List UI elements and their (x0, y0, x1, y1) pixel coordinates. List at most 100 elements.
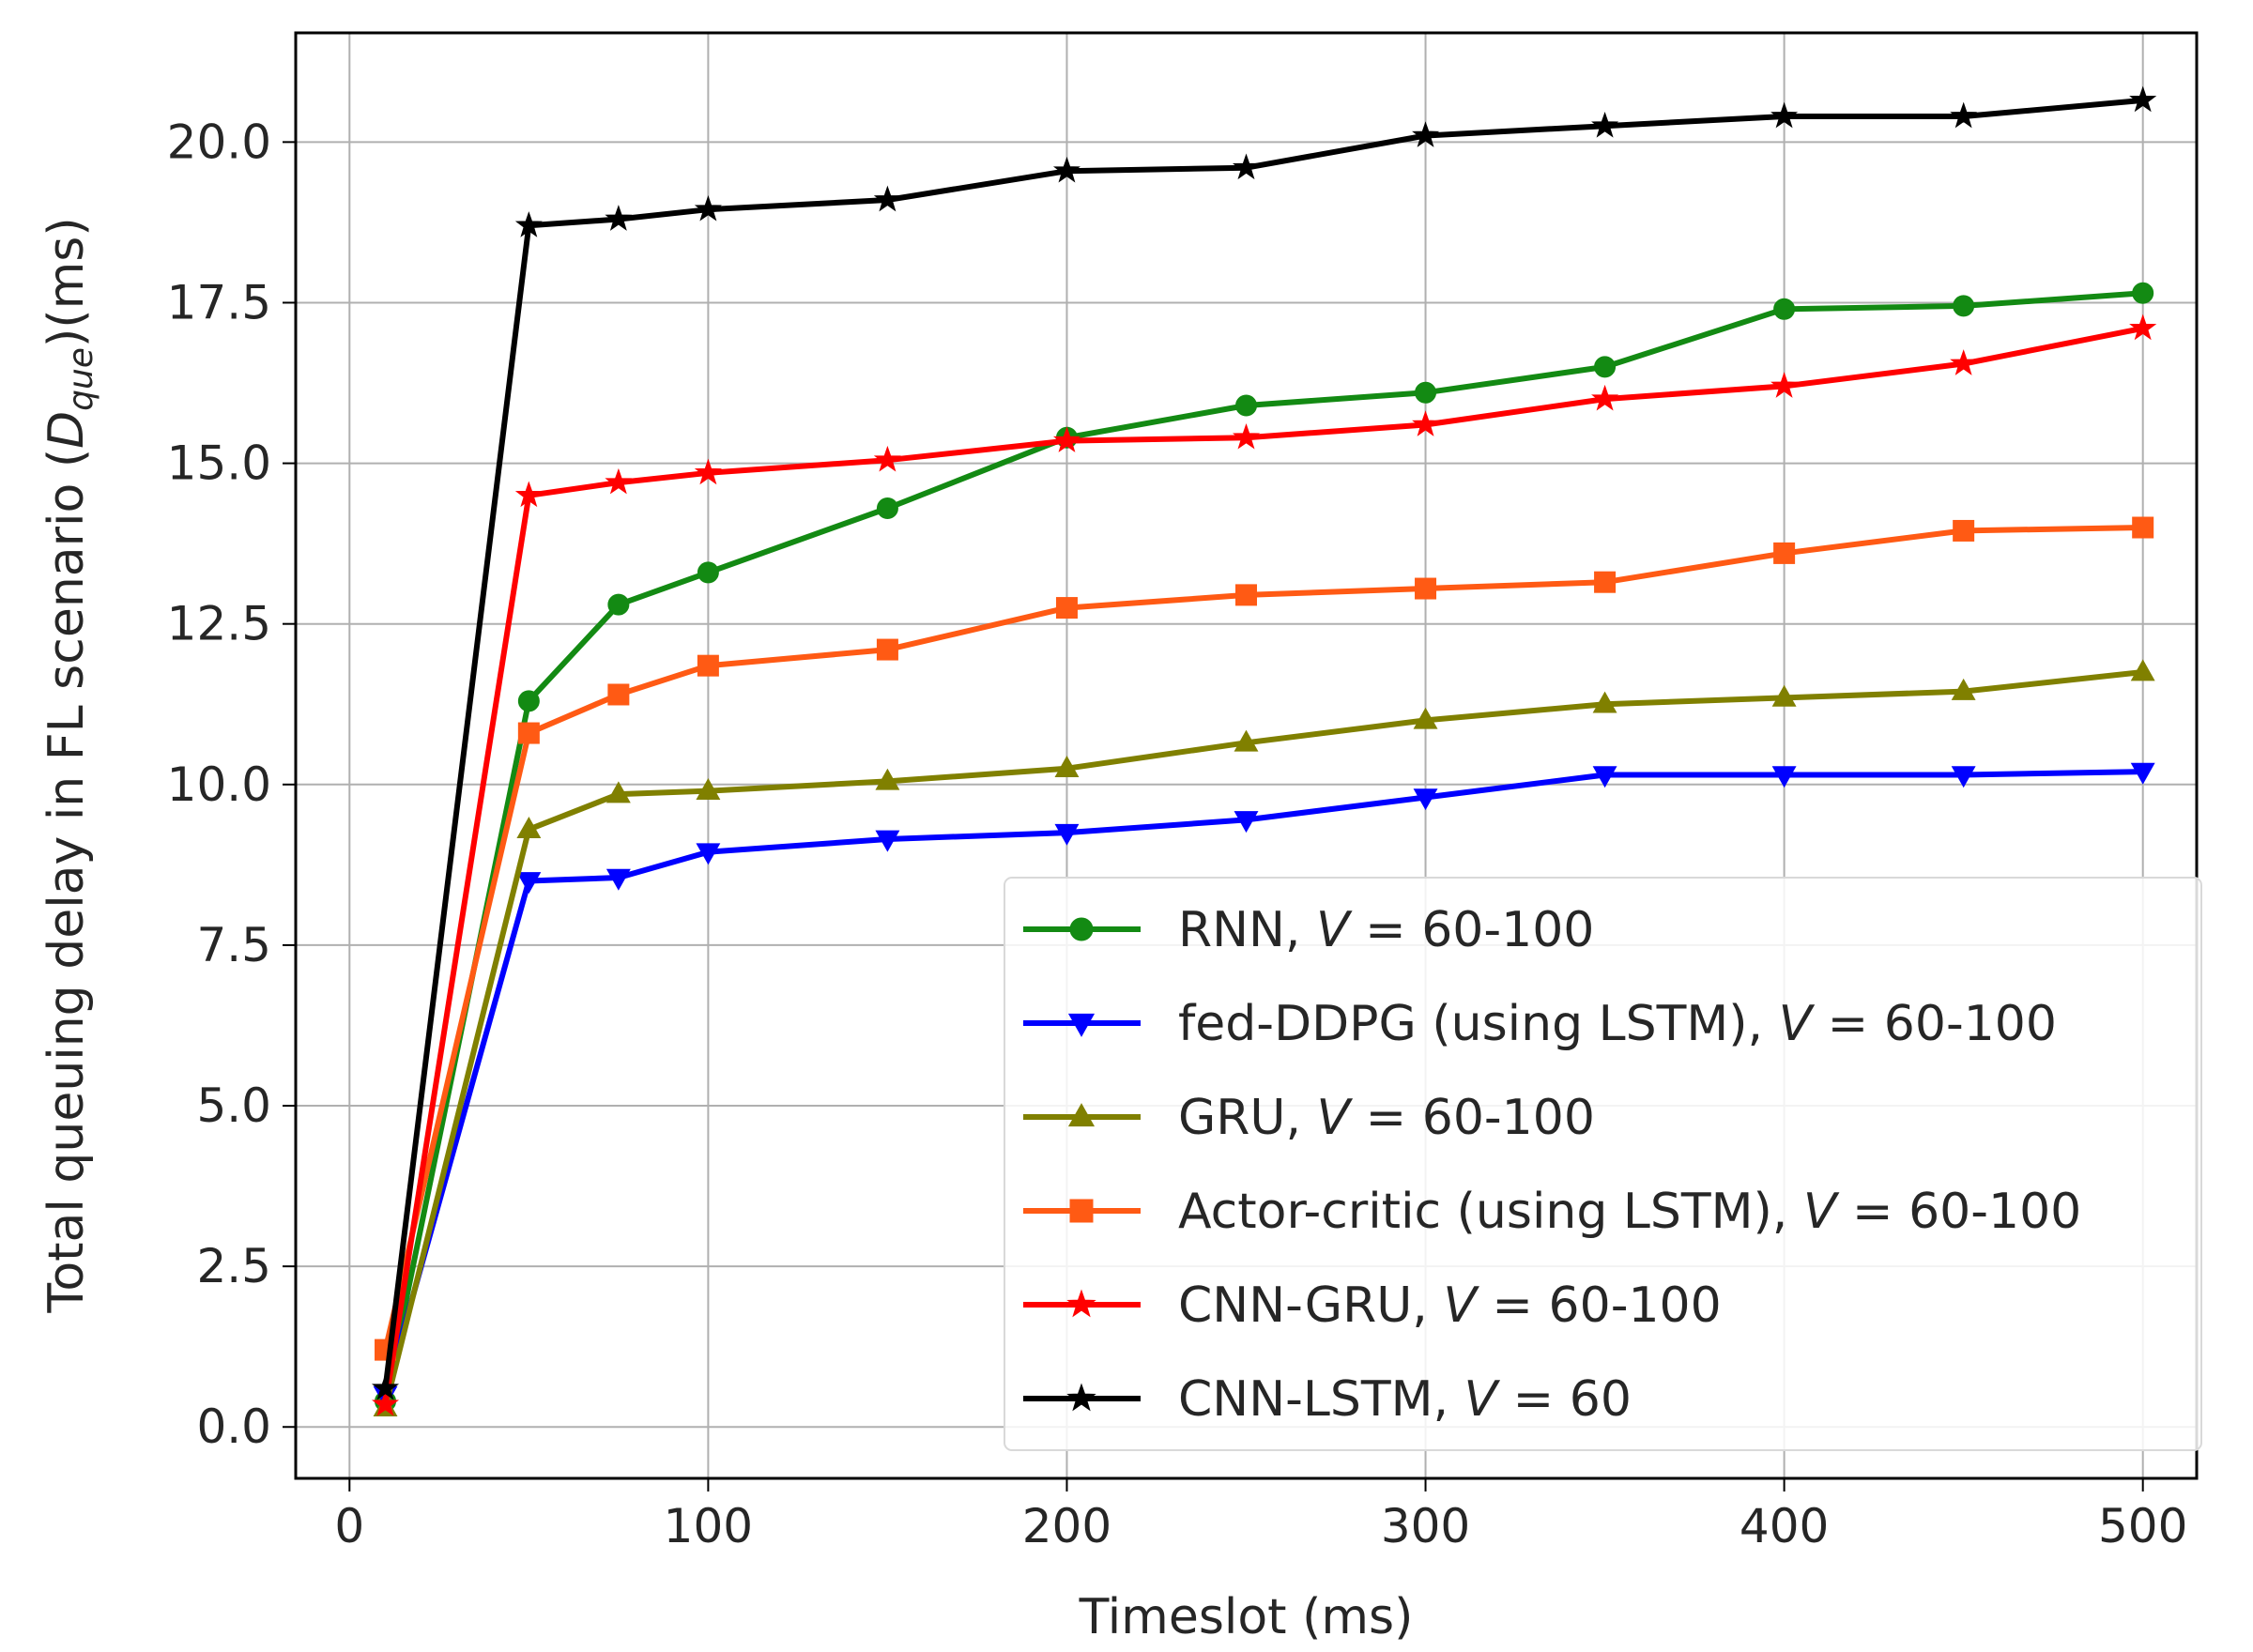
data-point (1234, 729, 1259, 752)
data-point (876, 638, 898, 661)
y-tick-label: 17.5 (167, 275, 271, 329)
data-point (1953, 295, 1975, 317)
y-tick-label: 7.5 (196, 918, 271, 972)
data-point (2132, 516, 2154, 539)
data-point (1054, 756, 1080, 777)
x-tick-label: 200 (1022, 1499, 1111, 1553)
data-point (516, 817, 542, 839)
y-tick-label: 20.0 (167, 115, 271, 169)
y-tick-label: 0.0 (196, 1400, 271, 1454)
y-tick-label: 5.0 (196, 1078, 271, 1133)
data-point (1232, 153, 1261, 180)
data-point (514, 211, 543, 237)
series-line (382, 669, 2144, 1409)
data-point (1591, 384, 1619, 411)
series-layer (371, 85, 2157, 1417)
data-point (1771, 684, 1797, 707)
legend-label: GRU, V = 60-100 (1178, 1090, 1595, 1146)
legend-marker (1066, 1383, 1096, 1412)
series-3 (375, 516, 2154, 1361)
legend-box (1004, 877, 2202, 1451)
data-point (1592, 691, 1617, 713)
legend-label: CNN-LSTM, V = 60 (1178, 1371, 1632, 1428)
data-point (605, 205, 633, 231)
data-point (1591, 111, 1619, 138)
data-point (1415, 577, 1437, 600)
data-point (607, 683, 630, 706)
x-tick-label: 100 (664, 1499, 753, 1553)
x-axis-ticks: 0 100 200 300 400 500 (334, 1478, 2187, 1553)
data-point (514, 481, 543, 508)
data-point (1415, 381, 1437, 404)
y-axis-ticks: 0.0 2.5 5.0 7.5 10.0 12.5 15.0 17.5 20.0 (167, 115, 296, 1454)
data-point (873, 185, 901, 212)
data-point (517, 690, 540, 712)
data-point (2129, 85, 2157, 113)
data-point (1054, 823, 1080, 846)
data-point (605, 868, 631, 891)
series-1 (373, 762, 2155, 1408)
legend-entry: CNN-GRU, V = 60-100 (1023, 1277, 1722, 1334)
data-point (1235, 394, 1257, 417)
legend-marker (1069, 1199, 1094, 1223)
y-tick-label: 15.0 (167, 436, 271, 491)
data-point (1770, 372, 1799, 398)
data-point (1413, 788, 1438, 811)
legend-label: Actor-critic (using LSTM), V = 60-100 (1178, 1184, 2081, 1240)
legend-entry: GRU, V = 60-100 (1023, 1090, 1595, 1146)
data-point (1773, 542, 1796, 564)
series-4 (371, 314, 2157, 1416)
data-point (2132, 282, 2154, 304)
data-point (1950, 101, 1978, 129)
data-point (875, 830, 900, 852)
series-2 (373, 659, 2155, 1417)
data-point (1412, 410, 1440, 436)
data-point (1773, 298, 1796, 320)
series-line (382, 97, 2143, 1389)
legend-entry: RNN, V = 60-100 (1023, 902, 1594, 958)
data-point (1592, 766, 1617, 788)
data-point (516, 872, 542, 895)
data-point (1953, 519, 1975, 542)
data-point (694, 194, 722, 222)
x-tick-label: 0 (334, 1499, 364, 1553)
x-tick-label: 300 (1381, 1499, 1470, 1553)
data-point (1951, 678, 1976, 700)
data-point (1770, 101, 1799, 129)
data-point (1951, 766, 1976, 788)
plot-frame (294, 31, 2199, 1480)
data-point (875, 768, 900, 790)
data-point (517, 722, 540, 744)
legend-marker (1066, 1289, 1096, 1318)
data-point (2129, 314, 2157, 341)
data-point (1052, 426, 1081, 452)
legend-entry: fed-DDPG (using LSTM), V = 60-100 (1023, 996, 2057, 1052)
data-point (605, 467, 633, 495)
data-point (1055, 597, 1078, 620)
series-line (382, 325, 2144, 1405)
legend-marker (1067, 1013, 1096, 1037)
data-point (1235, 584, 1257, 606)
data-point (2130, 762, 2155, 785)
series-line (382, 525, 2143, 1351)
legend: RNN, V = 60-100 fed-DDPG (using LSTM), V … (1004, 877, 2202, 1451)
data-point (1412, 121, 1440, 147)
data-point (697, 561, 719, 584)
series-line (382, 290, 2143, 1402)
x-tick-label: 500 (2098, 1499, 2187, 1553)
legend-label: CNN-GRU, V = 60-100 (1178, 1277, 1722, 1334)
series-5 (371, 85, 2157, 1400)
data-point (607, 593, 630, 616)
data-point (696, 843, 721, 865)
data-point (1413, 707, 1438, 729)
data-point (1771, 766, 1797, 788)
x-axis-label: Timeslot (ms) (1079, 1589, 1414, 1645)
data-point (371, 1389, 400, 1416)
data-point (1232, 422, 1261, 450)
data-point (694, 458, 722, 485)
data-point (697, 654, 719, 677)
series-line (382, 769, 2143, 1396)
data-point (1234, 811, 1259, 834)
y-tick-label: 10.0 (167, 757, 271, 812)
